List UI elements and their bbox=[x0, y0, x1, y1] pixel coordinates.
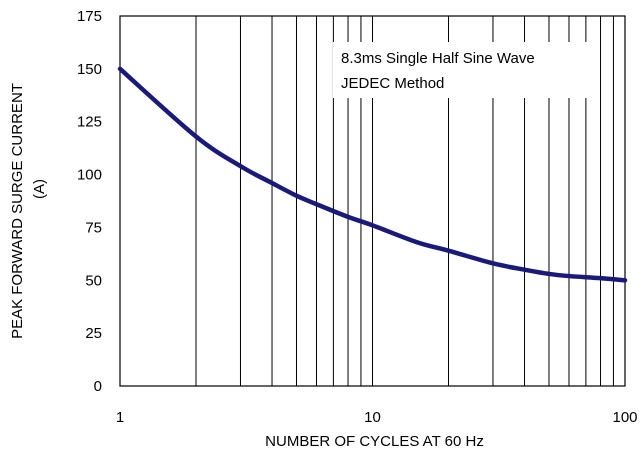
x-tick-label: 1 bbox=[116, 409, 124, 426]
annotation-box: 8.3ms Single Half Sine Wave JEDEC Method bbox=[333, 42, 599, 98]
x-tick-label: 100 bbox=[612, 409, 637, 426]
y-axis-label-line-1: PEAK FORWARD SURGE CURRENT bbox=[9, 83, 26, 339]
y-tick-label: 0 bbox=[94, 378, 102, 395]
y-tick-label: 125 bbox=[77, 114, 102, 131]
y-tick-label: 75 bbox=[85, 219, 102, 236]
y-tick-label: 100 bbox=[77, 167, 102, 184]
annotation-background bbox=[333, 42, 599, 98]
y-tick-label: 50 bbox=[85, 272, 102, 289]
plot-frame bbox=[119, 15, 626, 387]
y-tick-labels: 0 25 50 75 100 125 150 175 bbox=[77, 8, 102, 395]
y-axis-label-line-2: (A) bbox=[31, 179, 48, 199]
x-tick-label: 10 bbox=[364, 409, 381, 426]
x-axis-label: NUMBER OF CYCLES AT 60 Hz bbox=[265, 433, 484, 450]
x-tick-labels: 1 10 100 bbox=[116, 409, 638, 426]
annotation-line-1: 8.3ms Single Half Sine Wave bbox=[341, 50, 535, 67]
y-tick-label: 25 bbox=[85, 325, 102, 342]
surge-current-curve bbox=[117, 66, 628, 283]
y-tick-label: 150 bbox=[77, 61, 102, 78]
annotation-line-2: JEDEC Method bbox=[341, 75, 444, 92]
series bbox=[117, 66, 628, 283]
y-tick-label: 175 bbox=[77, 8, 102, 25]
